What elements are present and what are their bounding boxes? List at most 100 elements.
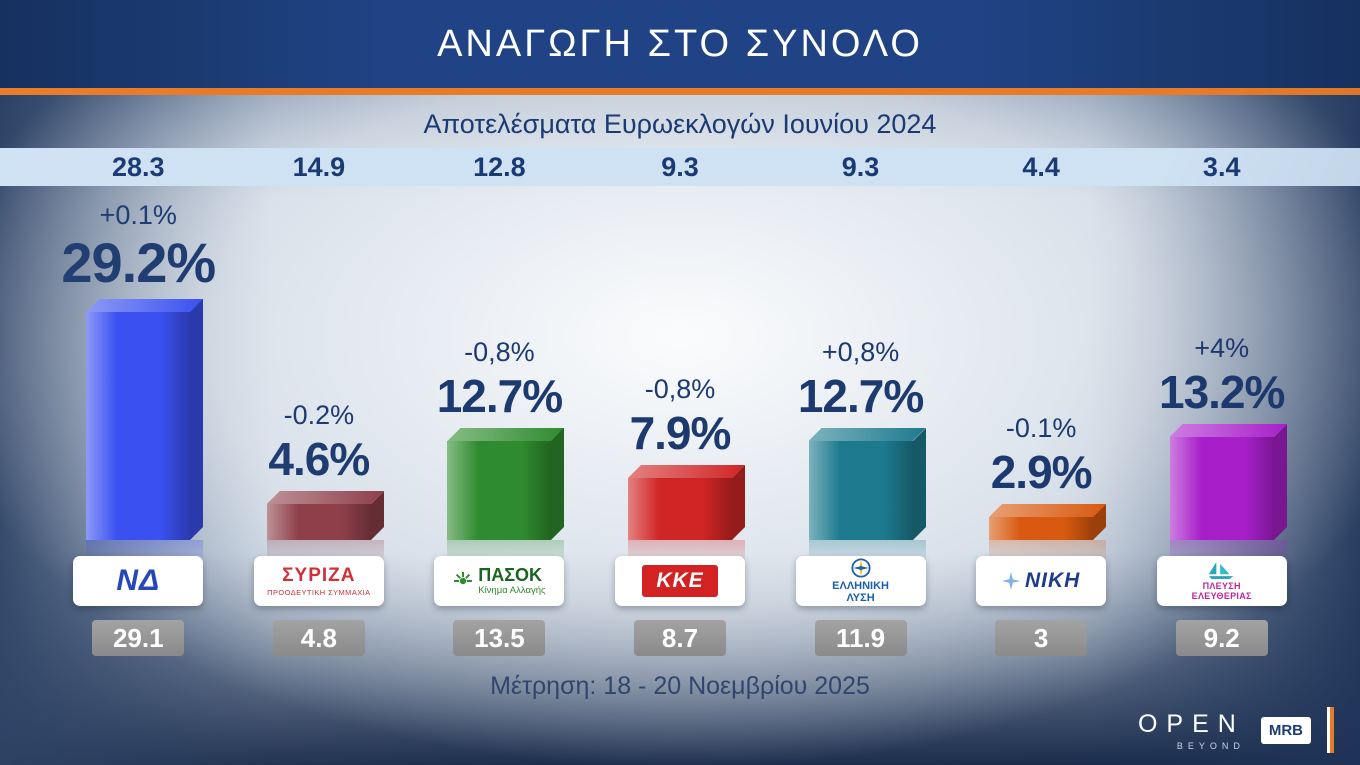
euro-result: 3.4 xyxy=(1202,152,1241,182)
euro-result: 28.3 xyxy=(112,152,165,182)
previous-value: 11.9 xyxy=(835,622,886,653)
bar-front-face xyxy=(1169,437,1274,540)
party-logo-pasok: ΠΑΣΟΚ Κίνημα Αλλαγής xyxy=(434,556,565,606)
sailboat-icon xyxy=(1208,561,1234,579)
bar-top-face xyxy=(628,465,745,478)
euro-result: 9.3 xyxy=(661,152,699,182)
pasok-logo-textblock: ΠΑΣΟΚ Κίνημα Αλλαγής xyxy=(478,565,546,597)
syriza-logo-subtext: ΠΡΟΟΔΕΥΤΙΚΗ ΣΥΜΜΑΧΙΑ xyxy=(267,587,371,597)
title-bar: ΑΝΑΓΩΓΗ ΣΤΟ ΣΥΝΟΛΟ xyxy=(0,0,1360,88)
previous-value: 13.5 xyxy=(474,622,525,653)
bar-top-face xyxy=(267,491,384,504)
euro-results-grid: 28.3 14.9 12.8 9.3 9.3 4.4 3.4 xyxy=(0,148,1360,186)
previous-value-box: 8.7 xyxy=(633,620,726,656)
current-value: 7.9% xyxy=(629,407,732,459)
party-column-niki: -0.1% 2.9% ΝΙΚΗ 3 xyxy=(951,194,1132,656)
bar-side-face xyxy=(731,465,745,540)
pasok-sun-icon xyxy=(454,572,473,585)
bar-front-face xyxy=(627,478,732,540)
bar-side-face xyxy=(1273,424,1287,540)
bar-front-face xyxy=(447,441,552,540)
brand-divider xyxy=(1327,707,1334,753)
bar-side-face xyxy=(190,299,204,540)
open-logo-subtext: BEYOND xyxy=(1176,740,1245,751)
kke-logo-text: ΚΚΕ xyxy=(642,565,718,597)
bar-niki xyxy=(989,504,1107,574)
current-value: 4.6% xyxy=(268,433,370,485)
open-logo-text: OPEN xyxy=(1137,709,1245,738)
previous-value-box: 4.8 xyxy=(272,620,365,656)
open-logo: OPEN BEYOND xyxy=(1138,710,1245,751)
bar-elliniki-lysi xyxy=(808,428,926,574)
euro-result: 9.3 xyxy=(841,152,880,182)
change-label: -0.1% xyxy=(1005,413,1077,443)
party-logo-niki: ΝΙΚΗ xyxy=(976,556,1107,606)
bar-top-face xyxy=(86,299,203,312)
previous-value: 3 xyxy=(1033,622,1049,653)
pasok-logo-text: ΠΑΣΟΚ xyxy=(478,565,543,585)
previous-value-box: 29.1 xyxy=(92,620,185,656)
bar-side-face xyxy=(551,428,565,540)
bar-front-face xyxy=(808,441,913,540)
current-value: 29.2% xyxy=(61,231,216,294)
bar-top-face xyxy=(1170,424,1287,437)
elliniki-lysi-line2: ΛΥΣΗ xyxy=(846,592,875,604)
euro-result: 12.8 xyxy=(473,152,526,182)
pasok-logo-subtext: Κίνημα Αλλαγής xyxy=(478,585,546,596)
change-label: +0,8% xyxy=(821,337,900,367)
page-title: ΑΝΑΓΩΓΗ ΣΤΟ ΣΥΝΟΛΟ xyxy=(437,22,923,65)
euro-result: 4.4 xyxy=(1022,152,1060,182)
party-column-elliniki-lysi: +0,8% 12.7% ΕΛΛΗΝΙΚΗ ΛΥΣΗ xyxy=(770,194,951,656)
change-label: -0,8% xyxy=(464,337,535,367)
mrb-logo: MRB xyxy=(1260,716,1311,744)
plefsi-line2: ΕΛΕΥΘΕΡΙΑΣ xyxy=(1191,590,1252,601)
previous-value: 29.1 xyxy=(112,622,164,653)
previous-value-box: 3 xyxy=(995,620,1088,656)
previous-value-box: 9.2 xyxy=(1175,620,1268,656)
bar-plefsi xyxy=(1169,424,1287,574)
previous-value: 4.8 xyxy=(300,622,337,653)
bar-top-face xyxy=(809,428,926,441)
party-logo-plefsi: ΠΛΕΥΣΗ ΕΛΕΥΘΕΡΙΑΣ xyxy=(1156,556,1287,606)
change-label: -0.2% xyxy=(283,400,355,430)
nd-logo-text: ΝΔ xyxy=(116,564,161,597)
bar-syriza xyxy=(266,491,384,574)
party-column-nd: +0.1% 29.2% ΝΔ 29.1 xyxy=(48,194,229,656)
niki-logo-text: ΝΙΚΗ xyxy=(1024,569,1081,592)
bar-side-face xyxy=(912,428,926,540)
euro-results-band: 28.3 14.9 12.8 9.3 9.3 4.4 3.4 xyxy=(0,148,1360,186)
bar-front-face xyxy=(989,517,1094,540)
change-label: +4% xyxy=(1194,333,1250,363)
party-logo-nd: ΝΔ xyxy=(73,556,204,606)
party-columns: +0.1% 29.2% ΝΔ 29.1 -0.2% 4.6% xyxy=(0,194,1360,656)
bar-front-face xyxy=(266,504,371,540)
party-column-kke: -0,8% 7.9% ΚΚΕ 8.7 xyxy=(590,194,771,656)
syriza-logo-text: ΣΥΡΙΖΑ xyxy=(282,564,356,586)
current-value: 13.2% xyxy=(1158,366,1285,418)
subtitle: Αποτελέσματα Ευρωεκλογών Ιουνίου 2024 xyxy=(423,109,937,139)
bar-pasok xyxy=(447,428,565,574)
compass-icon xyxy=(851,558,871,578)
niki-star-icon xyxy=(1001,572,1020,590)
brand-area: OPEN BEYOND MRB xyxy=(1138,707,1334,753)
current-value: 2.9% xyxy=(990,446,1093,498)
party-logo-syriza: ΣΥΡΙΖΑ ΠΡΟΟΔΕΥΤΙΚΗ ΣΥΜΜΑΧΙΑ xyxy=(253,556,384,606)
elliniki-lysi-line1: ΕΛΛΗΝΙΚΗ xyxy=(832,580,889,592)
plefsi-logo-text: ΠΛΕΥΣΗ ΕΛΕΥΘΕΡΙΑΣ xyxy=(1192,581,1252,601)
current-value: 12.7% xyxy=(797,370,924,422)
previous-value: 9.2 xyxy=(1203,622,1240,653)
accent-divider xyxy=(0,88,1360,95)
bar-nd xyxy=(86,299,204,574)
mrb-logo-text: MRB xyxy=(1268,721,1303,739)
change-label: +0.1% xyxy=(99,200,177,230)
bar-kke xyxy=(627,465,745,574)
bar-top-face xyxy=(447,428,564,441)
plefsi-line1: ΠΛΕΥΣΗ xyxy=(1202,580,1241,591)
party-logo-elliniki-lysi: ΕΛΛΗΝΙΚΗ ΛΥΣΗ xyxy=(795,556,926,606)
bar-top-face xyxy=(989,504,1106,517)
measurement-date: Μέτρηση: 18 - 20 Νοεμβρίου 2025 xyxy=(490,672,870,700)
previous-value-box: 13.5 xyxy=(453,620,546,656)
party-column-pasok: -0,8% 12.7% xyxy=(409,194,590,656)
party-column-plefsi: +4% 13.2% ΠΛΕΥΣΗ ΕΛΕΥΘΕΡΙΑΣ xyxy=(1131,194,1312,656)
